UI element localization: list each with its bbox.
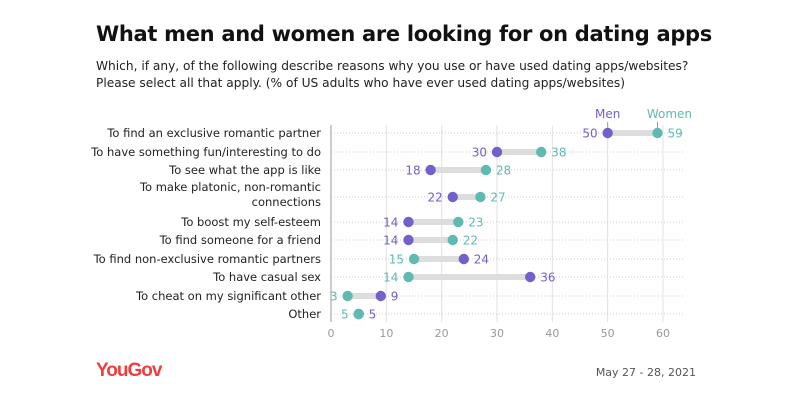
value-label: 50 — [582, 127, 597, 141]
chart-title: What men and women are looking for on da… — [96, 22, 712, 46]
women-point — [408, 253, 420, 265]
value-label: 27 — [490, 191, 505, 205]
yougov-logo: YouGov — [96, 360, 162, 381]
men-point — [458, 253, 469, 265]
value-label: 14 — [383, 271, 398, 285]
value-label: 36 — [540, 271, 555, 285]
value-label: 23 — [468, 216, 483, 230]
men-point — [425, 164, 436, 176]
value-label: 3 — [330, 290, 338, 304]
women-point — [652, 127, 663, 139]
value-label: 22 — [463, 234, 478, 248]
value-label: 28 — [496, 164, 511, 178]
value-label: 24 — [474, 253, 489, 267]
men-point — [403, 216, 414, 228]
women-point — [403, 271, 414, 283]
value-label: 15 — [389, 253, 404, 267]
category-label: To have something fun/interesting to do — [90, 145, 321, 159]
value-label: 5 — [341, 308, 349, 322]
men-point — [403, 234, 414, 246]
category-label: To make platonic, non-romantic connection… — [139, 180, 321, 209]
category-label: To find someone for a friend — [159, 233, 321, 247]
value-label: 30 — [472, 146, 487, 160]
value-label: 14 — [383, 216, 398, 230]
men-point — [602, 127, 613, 139]
chart-subtitle: Which, if any, of the following describe… — [96, 59, 689, 90]
x-tick-label: 0 — [328, 327, 335, 340]
value-label: 22 — [427, 191, 442, 205]
value-label: 9 — [391, 290, 399, 304]
x-tick-label: 20 — [435, 327, 449, 340]
value-label: 14 — [383, 234, 398, 248]
men-point — [491, 146, 503, 158]
women-point — [342, 290, 353, 302]
legend-men: Men — [595, 107, 620, 121]
legend-women: Women — [647, 107, 692, 121]
women-point — [447, 234, 458, 246]
x-tick-label: 30 — [490, 327, 504, 340]
women-point — [353, 308, 364, 320]
men-point — [375, 290, 386, 302]
value-label: 5 — [369, 308, 377, 322]
category-label: Other — [288, 307, 321, 321]
x-tick-label: 50 — [601, 327, 615, 340]
women-point — [475, 191, 486, 203]
men-point — [525, 271, 536, 283]
x-tick-label: 40 — [545, 327, 559, 340]
survey-date: May 27 - 28, 2021 — [595, 366, 696, 379]
category-label: To have casual sex — [212, 270, 321, 284]
category-label: To find an exclusive romantic partner — [106, 126, 321, 140]
value-label: 59 — [667, 127, 682, 141]
women-point — [480, 164, 492, 176]
men-point — [447, 191, 458, 203]
value-label: 18 — [405, 164, 420, 178]
category-label: To see what the app is like — [168, 163, 321, 177]
category-label: To cheat on my significant other — [135, 289, 321, 303]
women-point — [453, 216, 464, 228]
women-point — [536, 146, 547, 158]
value-label: 38 — [551, 146, 566, 160]
x-tick-label: 10 — [379, 327, 393, 340]
x-tick-label: 60 — [656, 327, 670, 340]
category-label: To boost my self-esteem — [180, 215, 321, 229]
category-label: To find non-exclusive romantic partners — [93, 252, 321, 266]
